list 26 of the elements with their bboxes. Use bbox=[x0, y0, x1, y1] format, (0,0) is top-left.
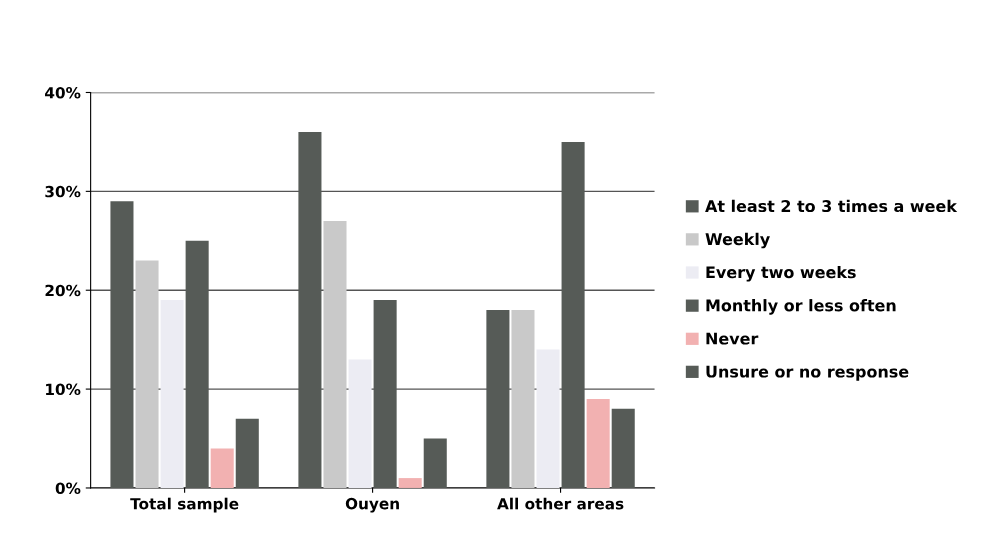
bar bbox=[398, 478, 422, 488]
legend-label: At least 2 to 3 times a week bbox=[705, 199, 958, 213]
bar bbox=[235, 418, 259, 488]
legend-label: Unsure or no response bbox=[706, 365, 909, 381]
bar bbox=[423, 438, 447, 488]
bar bbox=[160, 300, 184, 488]
bar bbox=[210, 448, 234, 488]
bar bbox=[511, 310, 535, 488]
bar bbox=[323, 221, 347, 488]
bar bbox=[135, 260, 159, 488]
y-tick-label: 40% bbox=[45, 86, 81, 99]
bar bbox=[536, 349, 560, 488]
bar bbox=[586, 398, 610, 488]
y-tick-label: 10% bbox=[46, 383, 81, 396]
bar bbox=[611, 408, 635, 488]
bar bbox=[348, 359, 372, 488]
legend-label: Monthly or less often bbox=[706, 299, 896, 315]
legend-label: Weekly bbox=[705, 232, 770, 249]
legend-label: Never bbox=[706, 332, 759, 345]
legend-label: Every two weeks bbox=[706, 265, 856, 282]
y-tick-label: 0% bbox=[55, 482, 81, 494]
x-tick-label: All other areas bbox=[497, 497, 624, 510]
x-tick-label: Ouyen bbox=[345, 497, 399, 513]
y-tick-label: 20% bbox=[45, 284, 81, 297]
y-tick-label: 30% bbox=[45, 185, 81, 198]
x-tick-label: Total sample bbox=[130, 497, 239, 513]
